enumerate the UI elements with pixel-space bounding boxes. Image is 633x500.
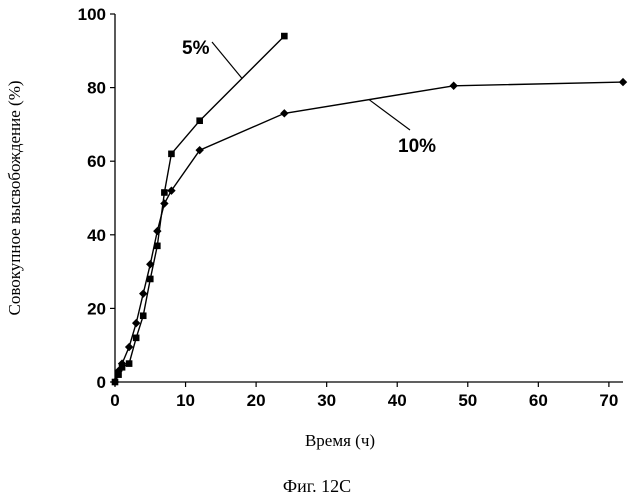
square-marker xyxy=(140,312,147,319)
series-line xyxy=(115,82,623,382)
square-marker xyxy=(281,33,288,40)
x-tick-label: 60 xyxy=(529,391,548,410)
diamond-marker xyxy=(619,78,627,86)
diamond-marker xyxy=(195,146,203,154)
diamond-marker xyxy=(280,109,288,117)
square-marker xyxy=(126,360,133,367)
axes: 0 20 40 60 80 100 0 10 20 30 40 50 60 70 xyxy=(78,5,623,410)
series-1 xyxy=(112,33,288,386)
series-label-5: 5% xyxy=(182,38,210,59)
diamond-marker xyxy=(139,289,147,297)
series-callouts: 5% 10% xyxy=(182,38,436,157)
square-marker xyxy=(161,189,168,196)
square-marker xyxy=(133,335,140,342)
x-tick-label: 0 xyxy=(110,391,119,410)
square-marker xyxy=(168,151,175,158)
x-tick-label: 40 xyxy=(388,391,407,410)
y-tick-label: 20 xyxy=(87,299,106,318)
x-tick-label: 50 xyxy=(458,391,477,410)
callout-line-10 xyxy=(369,100,410,130)
series-2 xyxy=(111,78,627,386)
series-layer xyxy=(111,33,627,386)
x-axis-label: Время (ч) xyxy=(305,431,375,450)
figure-caption: Фиг. 12С xyxy=(283,476,351,496)
diamond-marker xyxy=(449,82,457,90)
x-tick-label: 70 xyxy=(599,391,618,410)
diamond-marker xyxy=(125,343,133,351)
y-axis-label: Совокупное высвобождение (%) xyxy=(5,80,24,315)
y-tick-label: 40 xyxy=(87,226,106,245)
diamond-marker xyxy=(167,186,175,194)
callout-line-5 xyxy=(212,42,242,78)
diamond-marker xyxy=(160,199,168,207)
series-label-10: 10% xyxy=(398,136,436,157)
y-tick-label: 80 xyxy=(87,79,106,98)
square-marker xyxy=(196,117,203,124)
series-line xyxy=(115,36,284,382)
x-tick-label: 30 xyxy=(317,391,336,410)
y-tick-label: 0 xyxy=(97,373,106,392)
y-tick-label: 60 xyxy=(87,152,106,171)
y-tick-label: 100 xyxy=(78,5,106,24)
diamond-marker xyxy=(132,319,140,327)
x-tick-label: 20 xyxy=(247,391,266,410)
x-tick-label: 10 xyxy=(176,391,195,410)
